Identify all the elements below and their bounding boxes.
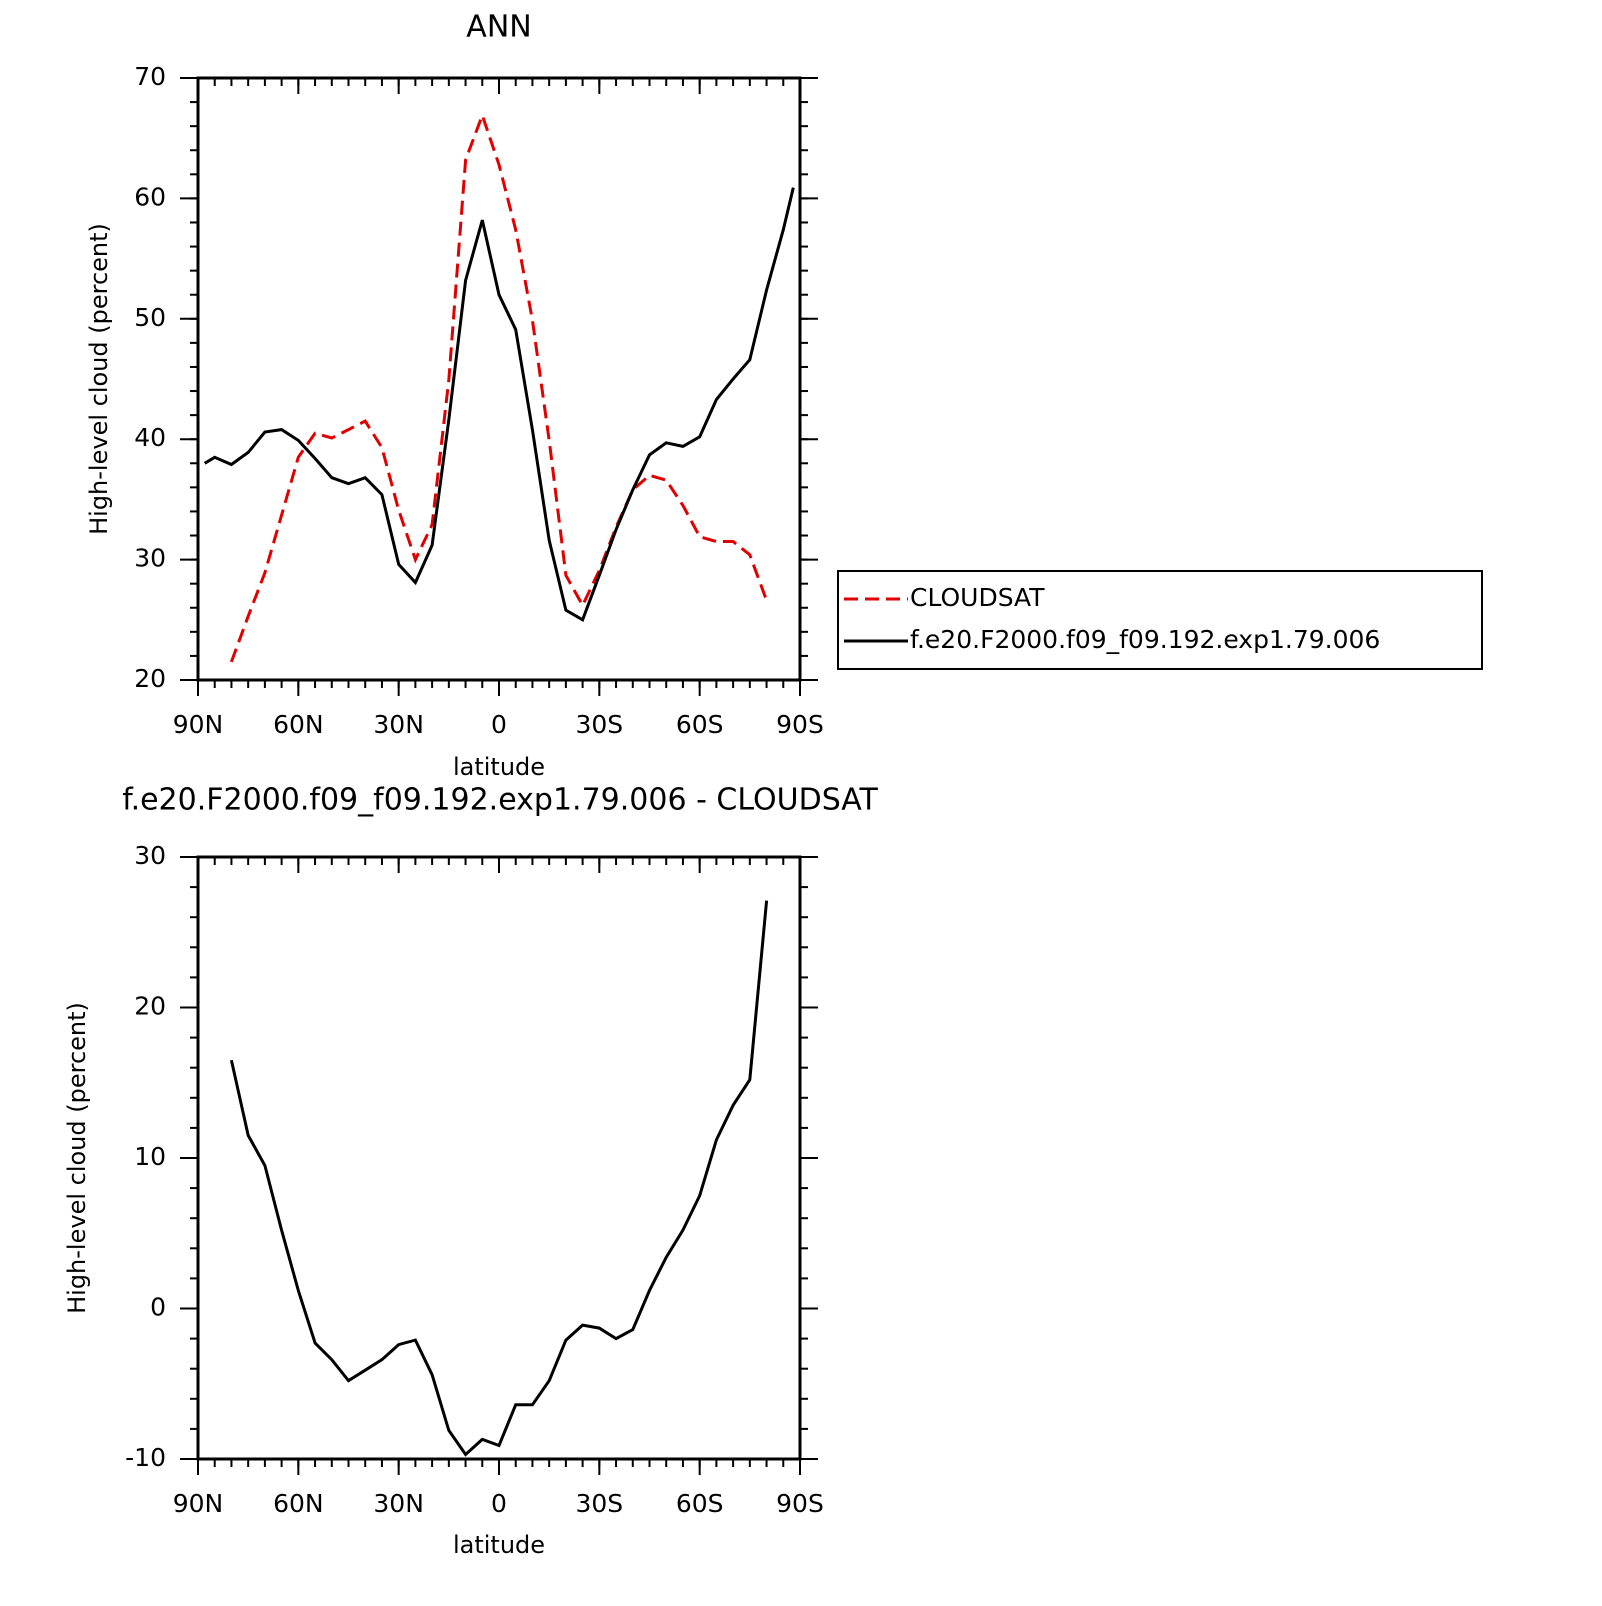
y-tick-label: 50	[134, 303, 166, 332]
y-tick-label: 30	[134, 544, 166, 573]
x-tick-label: 90N	[173, 710, 224, 739]
legend-label: CLOUDSAT	[910, 583, 1045, 612]
x-tick-label: 90S	[776, 1489, 824, 1518]
y-axis-label: High-level cloud (percent)	[63, 1002, 91, 1314]
x-tick-label: 90N	[173, 1489, 224, 1518]
y-tick-label: 10	[134, 1142, 166, 1171]
x-axis-label: latitude	[453, 1531, 545, 1559]
x-tick-label: 60S	[676, 1489, 724, 1518]
y-tick-label: 40	[134, 423, 166, 452]
y-tick-label: 0	[150, 1293, 166, 1322]
x-tick-label: 0	[491, 1489, 507, 1518]
data-line	[229, 110, 769, 663]
y-tick-label: -10	[125, 1443, 166, 1472]
x-axis-label: latitude	[453, 753, 545, 781]
data-line	[203, 187, 795, 622]
y-tick-label: 70	[134, 62, 166, 91]
y-tick-label: 60	[134, 182, 166, 211]
x-tick-label: 30S	[575, 1489, 623, 1518]
chart-title: ANN	[466, 10, 531, 45]
x-tick-label: 30N	[373, 710, 424, 739]
y-tick-label: 20	[134, 992, 166, 1021]
x-tick-label: 0	[491, 710, 507, 739]
x-tick-label: 90S	[776, 710, 824, 739]
x-tick-label: 60N	[273, 710, 324, 739]
chart-title: f.e20.F2000.f09_f09.192.exp1.79.006 - CL…	[122, 783, 878, 818]
y-axis-label: High-level cloud (percent)	[85, 223, 113, 535]
x-tick-label: 30S	[575, 710, 623, 739]
data-line	[229, 900, 769, 1457]
x-tick-label: 30N	[373, 1489, 424, 1518]
x-tick-label: 60S	[676, 710, 724, 739]
x-tick-label: 60N	[273, 1489, 324, 1518]
legend-label: f.e20.F2000.f09_f09.192.exp1.79.006	[910, 625, 1380, 654]
legend-box	[837, 570, 1483, 670]
y-tick-label: 20	[134, 664, 166, 693]
y-tick-label: 30	[134, 841, 166, 870]
